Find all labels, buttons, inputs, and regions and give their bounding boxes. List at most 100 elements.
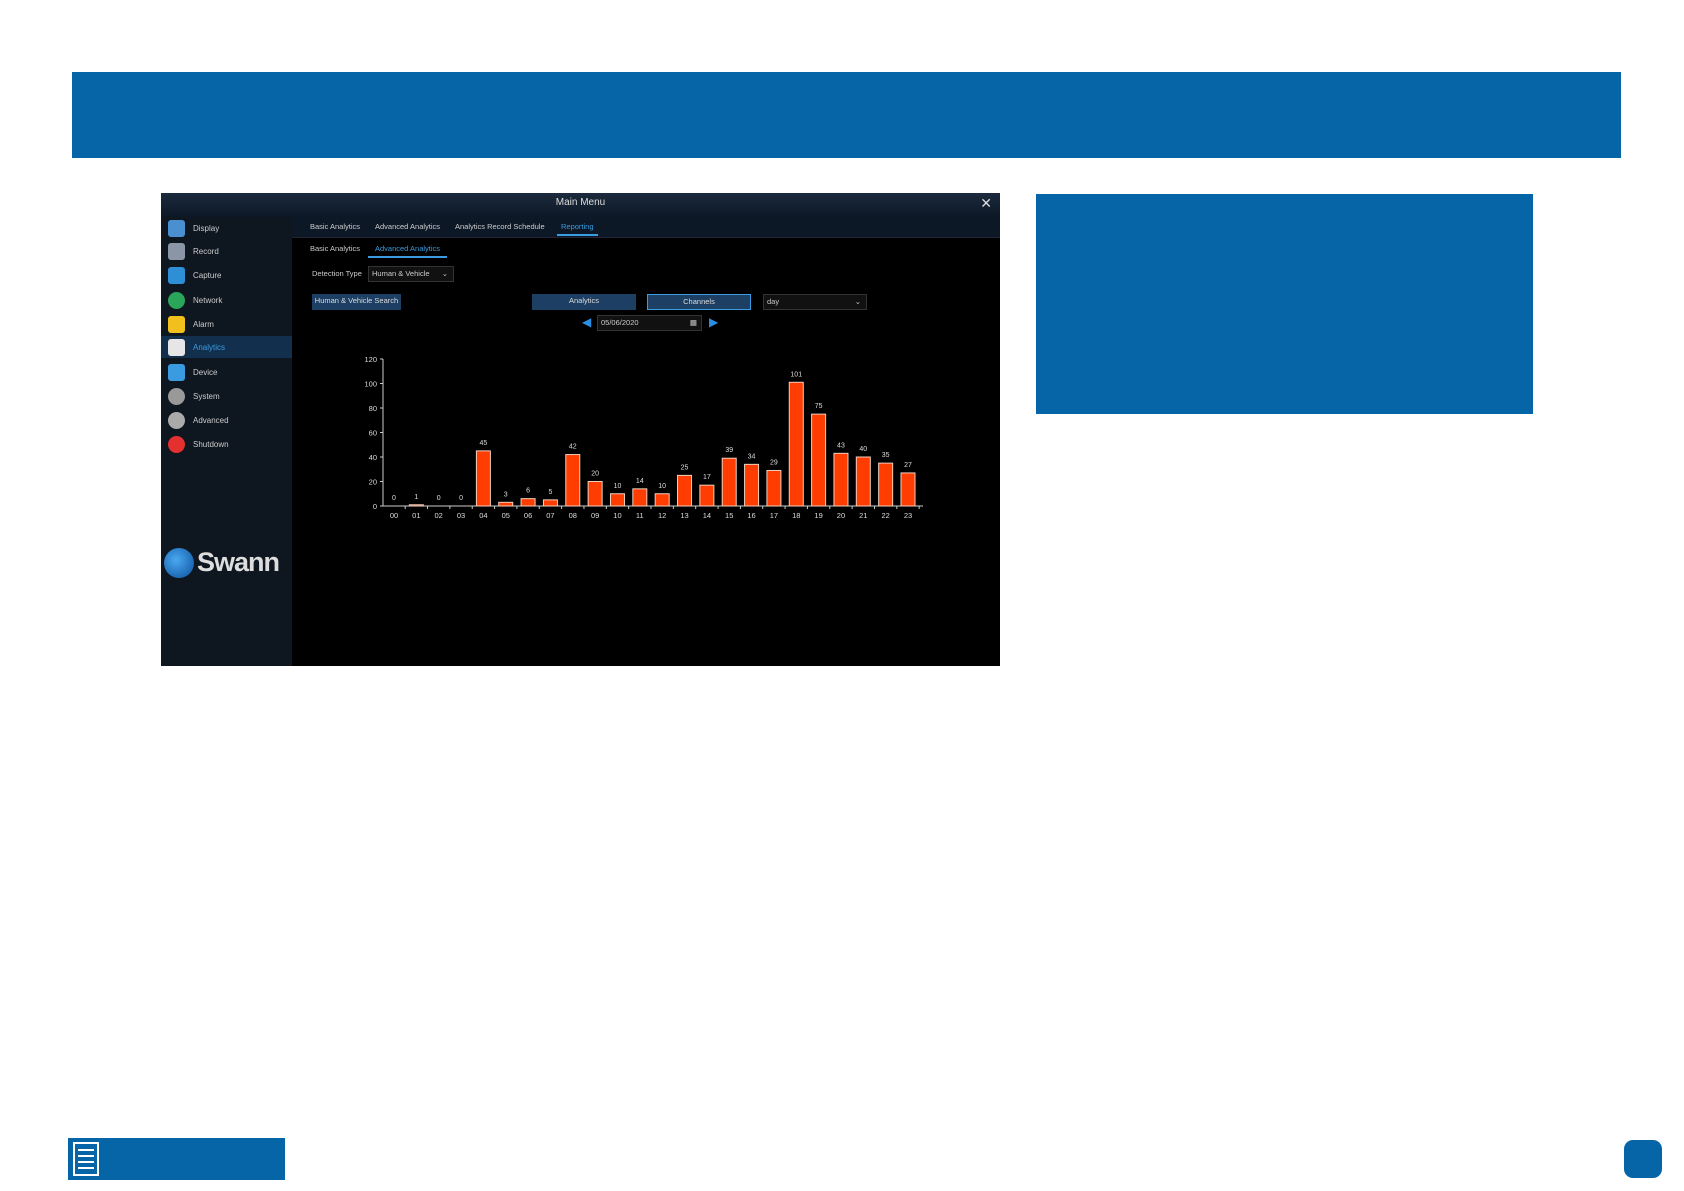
- x-tick-label: 14: [703, 511, 711, 520]
- period-select[interactable]: day ⌄: [763, 294, 867, 310]
- sidebar-item-system[interactable]: System: [161, 385, 292, 407]
- bar-01: [408, 504, 424, 507]
- x-tick-label: 07: [546, 511, 554, 520]
- x-tick-label: 20: [837, 511, 845, 520]
- bar-08: [565, 454, 581, 507]
- data-label: 14: [636, 478, 644, 485]
- bar-11: [632, 488, 648, 507]
- swann-logo: Swann: [164, 547, 280, 578]
- alarm-icon: [168, 315, 185, 333]
- analytics-icon: [168, 338, 185, 356]
- bar-12: [654, 493, 670, 507]
- data-label: 3: [504, 491, 508, 498]
- x-tick-label: 16: [747, 511, 755, 520]
- document-icon: [73, 1142, 99, 1176]
- info-panel: [1036, 194, 1533, 414]
- sidebar-item-device[interactable]: Device: [161, 361, 292, 383]
- y-tick-label: 80: [369, 404, 377, 413]
- x-tick-label: 06: [524, 511, 532, 520]
- contents-link[interactable]: [68, 1138, 285, 1180]
- tab-analytics-record-schedule[interactable]: Analytics Record Schedule: [455, 222, 545, 231]
- x-tick-label: 01: [412, 511, 420, 520]
- x-tick-label: 09: [591, 511, 599, 520]
- subtab-basic-analytics[interactable]: Basic Analytics: [310, 244, 361, 253]
- data-label: 75: [815, 403, 823, 410]
- sidebar-item-display[interactable]: Display: [161, 217, 292, 239]
- subtab-advanced-analytics[interactable]: Advanced Analytics: [368, 244, 448, 258]
- x-tick-label: 11: [636, 511, 644, 520]
- sidebar-item-label: System: [193, 391, 220, 401]
- close-icon[interactable]: ✕: [980, 195, 992, 211]
- y-tick-label: 0: [373, 502, 377, 511]
- x-tick-label: 23: [904, 511, 912, 520]
- data-label: 0: [459, 495, 463, 502]
- sidebar-item-label: Device: [193, 367, 218, 377]
- human-vehicle-search-button[interactable]: Human & Vehicle Search: [312, 294, 401, 310]
- x-tick-label: 04: [479, 511, 487, 520]
- x-tick-label: 13: [680, 511, 688, 520]
- next-date-arrow-icon[interactable]: ▶: [709, 315, 719, 329]
- chevron-down-icon: ⌄: [854, 297, 861, 306]
- x-tick-label: 22: [881, 511, 889, 520]
- data-label: 34: [748, 453, 756, 460]
- sidebar-item-network[interactable]: Network: [161, 289, 292, 311]
- data-label: 6: [526, 488, 530, 495]
- bar-22: [878, 462, 894, 507]
- bar-14: [699, 484, 715, 507]
- tab-bar: [292, 217, 1000, 238]
- device-icon: [168, 363, 185, 381]
- calendar-icon[interactable]: ▦: [689, 318, 697, 327]
- bar-23: [900, 472, 916, 507]
- x-tick-label: 12: [658, 511, 666, 520]
- bar-05: [498, 501, 514, 507]
- bar-09: [587, 481, 603, 507]
- swann-logo-icon: [164, 547, 194, 578]
- bar-17: [766, 469, 782, 507]
- logo-text: Swann: [197, 547, 280, 577]
- sidebar-item-label: Record: [193, 246, 219, 256]
- x-tick-label: 08: [569, 511, 577, 520]
- x-tick-label: 00: [390, 511, 398, 520]
- bar-06: [520, 498, 536, 507]
- page-header-band: [72, 72, 1621, 158]
- data-label: 101: [790, 371, 802, 378]
- sidebar-item-alarm[interactable]: Alarm: [161, 313, 292, 335]
- detection-type-value: Human & Vehicle: [372, 269, 430, 278]
- sidebar-item-analytics[interactable]: Analytics: [161, 336, 292, 358]
- data-label: 25: [681, 464, 689, 471]
- main-menu-window: Main Menu ✕ Display Record Capture Network A…: [161, 193, 1000, 666]
- data-label: 29: [770, 459, 778, 466]
- sidebar-item-label: Capture: [193, 270, 222, 280]
- bar-04: [475, 450, 491, 507]
- sidebar-item-label: Network: [193, 295, 223, 305]
- data-label: 39: [725, 447, 733, 454]
- record-icon: [168, 242, 185, 260]
- bar-15: [721, 457, 737, 507]
- camera-icon: [168, 266, 185, 284]
- gear-icon: [168, 387, 185, 405]
- data-label: 35: [882, 452, 890, 459]
- sidebar-item-record[interactable]: Record: [161, 240, 292, 262]
- bar-16: [744, 463, 760, 507]
- y-tick-label: 100: [364, 380, 377, 389]
- data-label: 17: [703, 474, 711, 481]
- tab-basic-analytics[interactable]: Basic Analytics: [310, 222, 361, 231]
- detection-type-select[interactable]: Human & Vehicle ⌄: [368, 266, 454, 282]
- data-label: 0: [392, 495, 396, 502]
- previous-date-arrow-icon[interactable]: ◀: [582, 315, 592, 329]
- sidebar-item-capture[interactable]: Capture: [161, 264, 292, 286]
- channels-button[interactable]: Channels: [647, 294, 751, 310]
- date-field[interactable]: 05/06/2020 ▦: [597, 315, 702, 331]
- bar-20: [833, 452, 849, 507]
- power-icon: [168, 435, 185, 453]
- data-label: 10: [614, 483, 622, 490]
- data-label: 1: [414, 494, 418, 501]
- sidebar-item-advanced[interactable]: Advanced: [161, 409, 292, 431]
- sidebar-item-shutdown[interactable]: Shutdown: [161, 433, 292, 455]
- tab-reporting[interactable]: Reporting: [557, 222, 598, 236]
- bar-10: [609, 493, 625, 507]
- x-tick-label: 19: [814, 511, 822, 520]
- analytics-button[interactable]: Analytics: [532, 294, 636, 310]
- data-label: 5: [548, 489, 552, 496]
- tab-advanced-analytics[interactable]: Advanced Analytics: [375, 222, 441, 231]
